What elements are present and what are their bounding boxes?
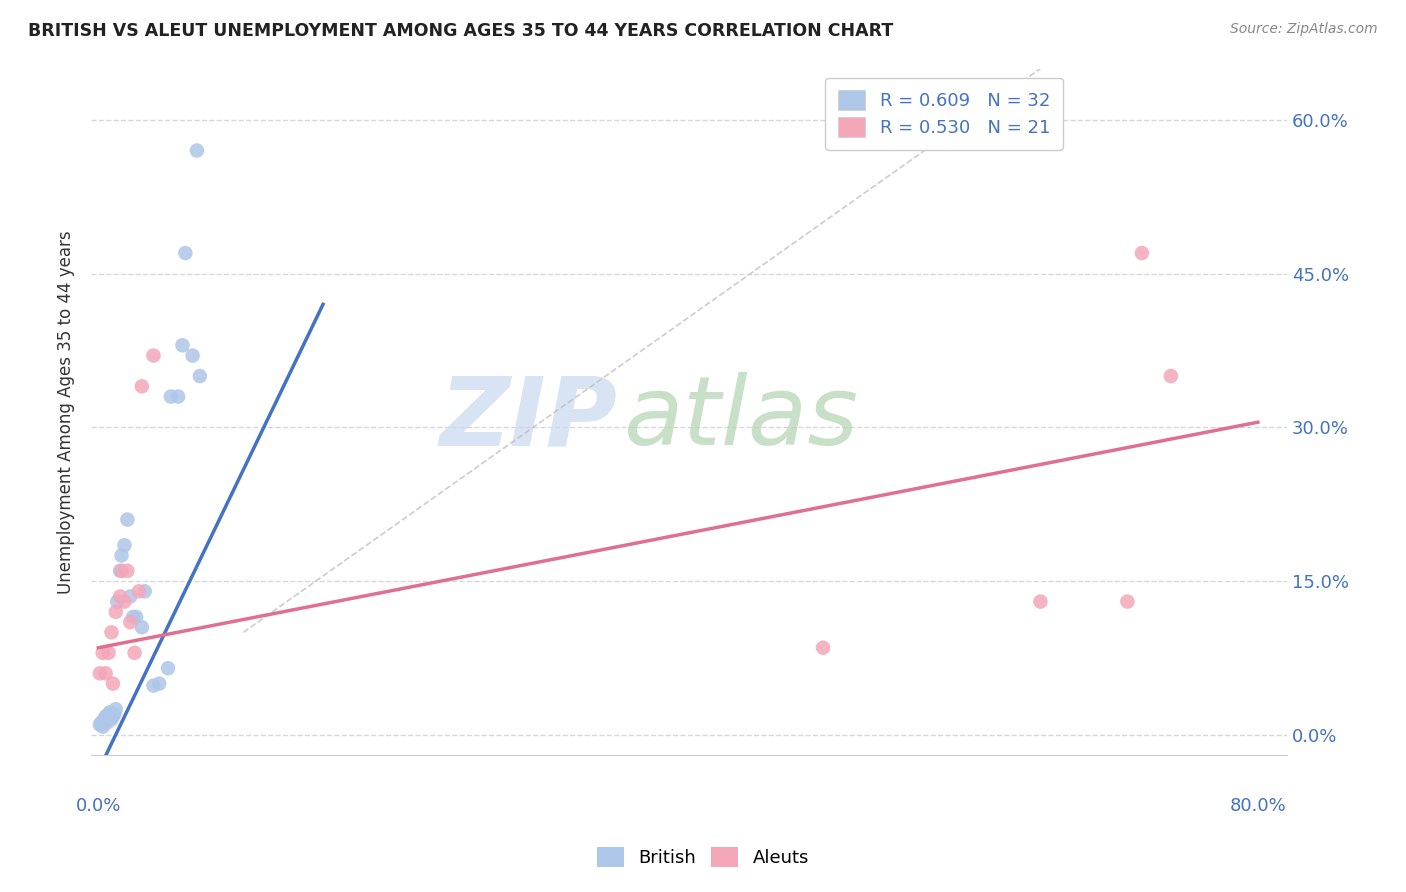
Point: [1116, 594, 1139, 608]
Point: [134, 584, 156, 599]
Point: [101, 709, 124, 723]
Point: [1160, 369, 1182, 384]
Point: [186, 144, 208, 158]
Point: [110, 549, 132, 563]
Point: [104, 702, 127, 716]
Point: [117, 512, 139, 526]
Point: [811, 640, 834, 655]
Point: [104, 605, 127, 619]
Point: [97, 646, 120, 660]
Point: [96, 715, 118, 730]
Text: ZIP: ZIP: [440, 372, 617, 466]
Point: [125, 610, 148, 624]
Point: [117, 564, 139, 578]
Point: [160, 390, 183, 404]
Point: [100, 713, 122, 727]
Point: [167, 390, 190, 404]
Point: [131, 379, 153, 393]
Point: [110, 564, 132, 578]
Point: [94, 666, 117, 681]
Point: [108, 590, 131, 604]
Point: [131, 620, 153, 634]
Point: [1130, 246, 1153, 260]
Legend: R = 0.609   N = 32, R = 0.530   N = 21: R = 0.609 N = 32, R = 0.530 N = 21: [825, 78, 1063, 150]
Point: [93, 713, 115, 727]
Point: [120, 615, 142, 629]
Point: [1029, 594, 1052, 608]
Point: [89, 717, 111, 731]
Point: [172, 338, 194, 352]
Point: [91, 720, 114, 734]
Point: [91, 646, 114, 660]
Text: 80.0%: 80.0%: [1229, 797, 1286, 814]
Point: [128, 584, 150, 599]
Point: [174, 246, 197, 260]
Point: [98, 706, 121, 720]
Point: [114, 594, 136, 608]
Point: [108, 564, 131, 578]
Point: [114, 538, 136, 552]
Point: [103, 707, 125, 722]
Point: [156, 661, 179, 675]
Point: [100, 625, 122, 640]
Point: [89, 666, 111, 681]
Point: [101, 676, 124, 690]
Legend: British, Aleuts: British, Aleuts: [591, 839, 815, 874]
Text: BRITISH VS ALEUT UNEMPLOYMENT AMONG AGES 35 TO 44 YEARS CORRELATION CHART: BRITISH VS ALEUT UNEMPLOYMENT AMONG AGES…: [28, 22, 893, 40]
Y-axis label: Unemployment Among Ages 35 to 44 years: Unemployment Among Ages 35 to 44 years: [58, 230, 75, 594]
Point: [181, 349, 204, 363]
Point: [142, 679, 165, 693]
Point: [122, 610, 145, 624]
Point: [148, 676, 170, 690]
Point: [97, 707, 120, 722]
Point: [94, 709, 117, 723]
Point: [105, 594, 128, 608]
Point: [188, 369, 211, 384]
Point: [90, 715, 112, 730]
Text: 0.0%: 0.0%: [76, 797, 121, 814]
Text: Source: ZipAtlas.com: Source: ZipAtlas.com: [1230, 22, 1378, 37]
Point: [120, 590, 142, 604]
Point: [124, 646, 146, 660]
Point: [142, 349, 165, 363]
Text: atlas: atlas: [623, 372, 858, 466]
